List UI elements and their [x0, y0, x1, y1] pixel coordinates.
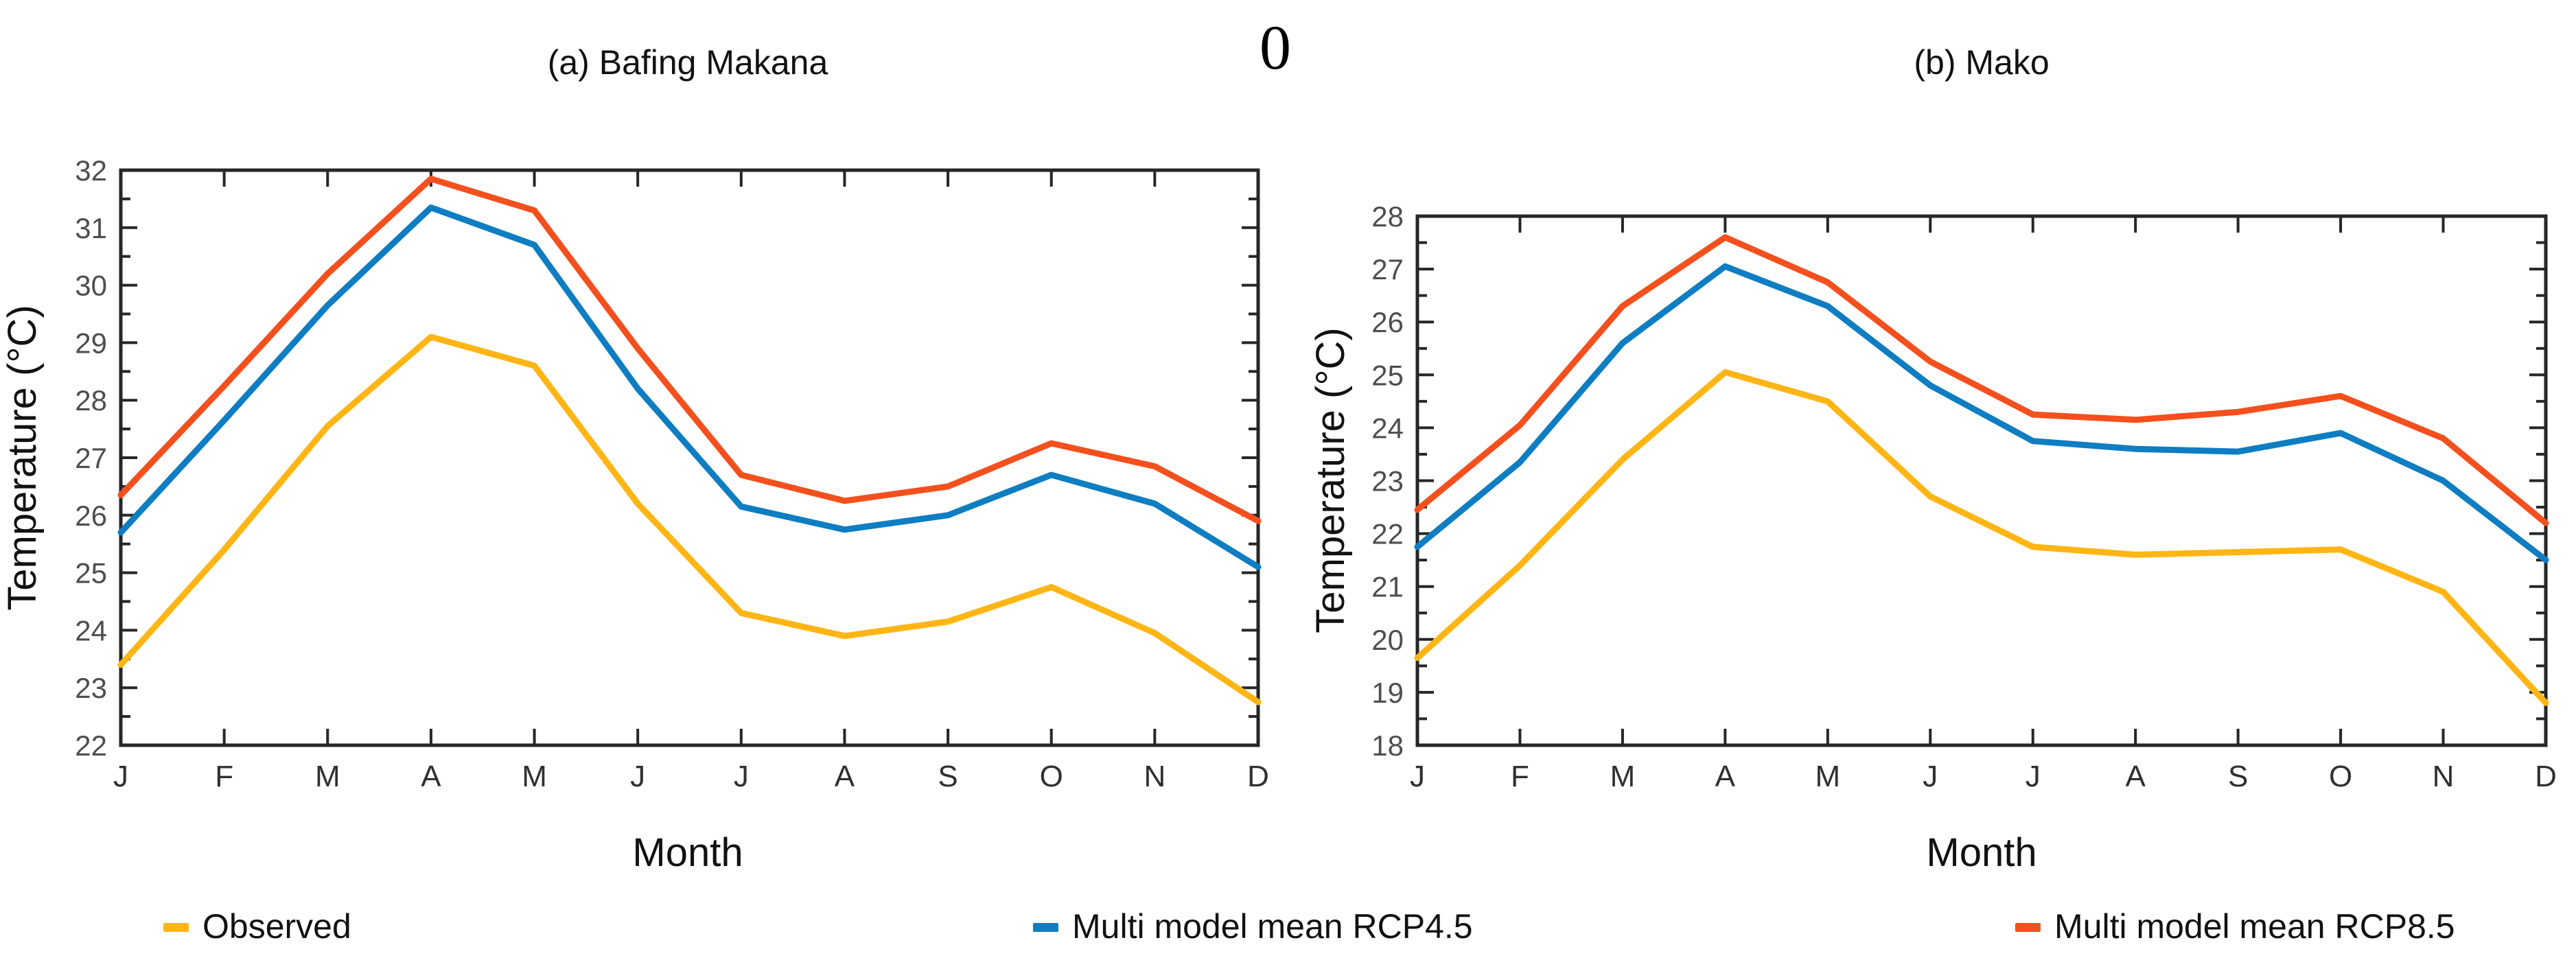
page-artifact-zero: 0	[1260, 12, 1291, 82]
x-tick-label: F	[1511, 760, 1529, 793]
plot-border	[119, 168, 1260, 747]
legend-label-rcp45: Multi model mean RCP4.5	[1072, 907, 1473, 946]
x-tick-label: J	[113, 760, 128, 793]
y-tick-label: 29	[75, 327, 107, 359]
y-tick-label: 31	[75, 212, 107, 244]
x-tick-label: A	[2126, 760, 2146, 793]
legend-swatch-observed	[163, 923, 189, 932]
y-tick-label: 30	[75, 270, 107, 302]
x-tick-label: J	[2026, 760, 2041, 793]
x-tick-label: O	[2329, 760, 2352, 793]
x-tick-label: J	[1410, 760, 1425, 793]
y-tick-label: 32	[75, 154, 107, 187]
series-line-observed	[1414, 368, 2549, 706]
chart-a-x-axis-label: Month	[632, 830, 743, 875]
y-tick-label: 23	[75, 672, 107, 704]
x-tick-label: O	[1040, 760, 1063, 793]
legend-swatch-rcp45	[1033, 923, 1058, 932]
x-tick-label: M	[1815, 760, 1840, 793]
x-tick-label: S	[938, 760, 958, 793]
x-tick-label: A	[1715, 760, 1736, 793]
y-tick-label: 28	[75, 384, 107, 417]
y-tick-label: 24	[1371, 412, 1404, 444]
y-tick-label: 18	[1371, 729, 1404, 762]
y-tick-label: 22	[1371, 518, 1404, 550]
chart-a-title: (a) Bafing Makana	[548, 43, 828, 82]
x-tick-label: D	[1247, 760, 1269, 793]
x-tick-label: D	[2535, 760, 2557, 793]
series-line-rcp45	[117, 204, 1262, 570]
y-tick-label: 28	[1371, 200, 1404, 233]
x-tick-label: J	[734, 760, 749, 793]
legend-swatch-rcp85	[2015, 923, 2041, 932]
x-tick-label: N	[2433, 760, 2455, 793]
y-tick-label: 27	[1371, 253, 1404, 285]
x-tick-label: A	[421, 760, 441, 793]
y-tick-label: 25	[75, 557, 107, 589]
series-line-rcp45	[1414, 263, 2549, 563]
legend: Observed Multi model mean RCP4.5 Multi m…	[163, 907, 2455, 946]
series-line-observed	[117, 334, 1262, 705]
x-tick-label: N	[1144, 760, 1165, 793]
legend-label-rcp85: Multi model mean RCP8.5	[2054, 907, 2455, 946]
chart-b-x-axis-label: Month	[1926, 830, 2037, 875]
x-tick-label: J	[630, 760, 645, 793]
y-tick-label: 26	[75, 500, 107, 532]
y-tick-label: 22	[75, 729, 107, 762]
x-tick-label: F	[215, 760, 233, 793]
x-tick-label: M	[522, 760, 547, 793]
x-tick-label: M	[315, 760, 340, 793]
plot-border	[1415, 214, 2548, 747]
chart-a-plot: J F M A M J J A S O N D 22 23 24 25 26 27 28 29 30 31 32	[75, 154, 1269, 793]
y-tick-label: 24	[75, 614, 107, 646]
y-tick-label: 26	[1371, 306, 1404, 338]
x-tick-label: M	[1610, 760, 1636, 793]
y-tick-label: 23	[1371, 465, 1404, 498]
chart-b-title: (b) Mako	[1914, 43, 2049, 82]
y-tick-label: 21	[1371, 571, 1404, 603]
chart-a-y-axis-label: Temperature (°C)	[0, 305, 45, 610]
x-tick-label: J	[1923, 760, 1938, 793]
series-line-rcp85	[117, 176, 1262, 524]
y-tick-label: 19	[1371, 677, 1404, 709]
y-tick-label: 20	[1371, 624, 1404, 656]
legend-label-observed: Observed	[202, 907, 351, 946]
y-tick-label: 25	[1371, 359, 1404, 391]
chart-b-plot: J F M A M J J A S O N D 18 19 20 21 22 23 24 25 26 27 28	[1371, 200, 2557, 793]
y-tick-label: 27	[75, 442, 107, 474]
x-tick-label: A	[835, 760, 855, 793]
series-line-rcp85	[1414, 234, 2549, 526]
x-tick-label: S	[2228, 760, 2248, 793]
chart-b-y-axis-label: Temperature (°C)	[1308, 327, 1353, 633]
